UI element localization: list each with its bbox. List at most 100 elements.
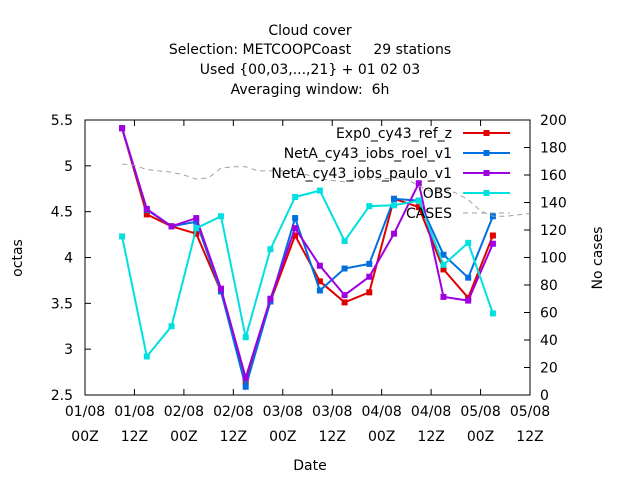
- data-point: [267, 295, 274, 302]
- data-point: [366, 289, 373, 296]
- series-OBS: [119, 187, 496, 360]
- data-point: [489, 232, 496, 239]
- data-point: [242, 374, 249, 381]
- y2-tick-label: 20: [540, 361, 558, 377]
- x-tick-label-hour: 12Z: [417, 429, 444, 445]
- y-tick-label: 5: [64, 159, 73, 175]
- data-point: [168, 223, 175, 230]
- data-point: [316, 262, 323, 269]
- series-line: [121, 128, 494, 382]
- legend-label: CASES: [406, 206, 452, 222]
- series-line: [121, 189, 494, 359]
- x-tick-label-date: 02/08: [164, 404, 204, 420]
- data-point: [292, 232, 299, 239]
- data-point: [341, 299, 348, 306]
- y-axis-label: octas: [10, 239, 26, 277]
- data-point: [143, 353, 150, 360]
- data-point: [366, 273, 373, 280]
- x-tick-label-hour: 12Z: [516, 429, 543, 445]
- data-point: [440, 293, 447, 300]
- x-tick-label-date: 05/08: [460, 404, 500, 420]
- data-point: [193, 215, 200, 222]
- y2-tick-label: 200: [540, 113, 567, 129]
- y2-tick-label: 160: [540, 168, 567, 184]
- title-line-4: Averaging window: 6h: [231, 82, 390, 98]
- data-point: [465, 239, 472, 246]
- y-tick-label: 4.5: [51, 205, 73, 221]
- data-point: [489, 310, 496, 317]
- data-point: [242, 379, 249, 386]
- data-point: [292, 194, 299, 200]
- data-point: [267, 246, 274, 253]
- data-point: [316, 187, 323, 194]
- legend-label: OBS: [423, 186, 452, 202]
- data-point: [119, 125, 126, 132]
- y2-tick-label: 40: [540, 333, 558, 349]
- data-point: [292, 225, 299, 232]
- y2-tick-label: 80: [540, 278, 558, 294]
- data-point: [366, 260, 373, 267]
- x-tick-label-date: 03/08: [312, 404, 352, 420]
- series-NetA_cy43_iobs_paulo_v1: [119, 125, 496, 382]
- data-point: [391, 230, 398, 237]
- legend: Exp0_cy43_ref_z NetA_cy43_iobs_roel_v1 Net…: [271, 126, 510, 222]
- series-layer: [119, 125, 531, 391]
- x-axis-label: Date: [293, 458, 326, 474]
- x-tick-label-date: 05/08: [510, 404, 550, 420]
- legend-marker: [483, 190, 490, 196]
- data-point: [242, 383, 249, 390]
- x-tick-label-hour: 00Z: [467, 429, 494, 445]
- chart-title: Cloud cover Selection: METCOOPCoast 29 s…: [169, 23, 451, 98]
- legend-marker: [483, 170, 490, 176]
- x-axis: 01/08 00Z 01/08 12Z 02/08 00Z 02/08 12Z 03/08 00Z…: [65, 120, 550, 445]
- data-point: [415, 204, 422, 211]
- data-point: [119, 233, 126, 240]
- legend-label: Exp0_cy43_ref_z: [336, 126, 452, 142]
- legend-marker: [483, 150, 490, 156]
- data-point: [193, 230, 200, 237]
- data-point: [242, 334, 249, 341]
- legend-marker: [483, 130, 490, 136]
- data-point: [316, 287, 323, 294]
- x-tick-label-hour: 00Z: [368, 429, 395, 445]
- data-point: [292, 215, 299, 222]
- y-tick-label: 3.5: [51, 296, 73, 312]
- y-tick-label: 5.5: [51, 113, 73, 129]
- legend-label: NetA_cy43_iobs_paulo_v1: [271, 166, 452, 182]
- x-tick-label-hour: 00Z: [170, 429, 197, 445]
- data-point: [341, 265, 348, 272]
- x-tick-label-hour: 00Z: [269, 429, 296, 445]
- x-tick-label-date: 04/08: [411, 404, 451, 420]
- y2-tick-label: 140: [540, 196, 567, 212]
- data-point: [391, 195, 398, 202]
- series-CASES: [122, 163, 531, 217]
- data-point: [193, 218, 200, 225]
- y2-tick-label: 100: [540, 251, 567, 267]
- x-tick-label-date: 01/08: [114, 404, 154, 420]
- x-tick-label-hour: 12Z: [220, 429, 247, 445]
- data-point: [217, 213, 224, 220]
- data-point: [465, 274, 472, 281]
- y2-tick-label: 180: [540, 141, 567, 157]
- y-tick-label: 2.5: [51, 388, 73, 404]
- data-point: [366, 203, 373, 210]
- data-point: [217, 285, 224, 292]
- data-point: [415, 180, 422, 187]
- data-point: [391, 202, 398, 209]
- y2-tick-label: 60: [540, 306, 558, 322]
- series-line: [121, 128, 494, 391]
- x-tick-label-hour: 12Z: [121, 429, 148, 445]
- data-point: [440, 266, 447, 273]
- x-tick-label-hour: 12Z: [319, 429, 346, 445]
- data-point: [316, 278, 323, 285]
- data-point: [143, 205, 150, 212]
- data-point: [341, 238, 348, 244]
- data-point: [465, 297, 472, 304]
- y2-tick-label: 120: [540, 223, 567, 239]
- y-tick-label: 4: [64, 251, 73, 267]
- legend-label: NetA_cy43_iobs_roel_v1: [284, 146, 452, 162]
- title-line-3: Used {00,03,...,21} + 01 02 03: [200, 62, 420, 78]
- data-point: [415, 197, 422, 204]
- y-axis-right: 0 20 40 60 80 100 120 140 160 180 200: [524, 113, 567, 404]
